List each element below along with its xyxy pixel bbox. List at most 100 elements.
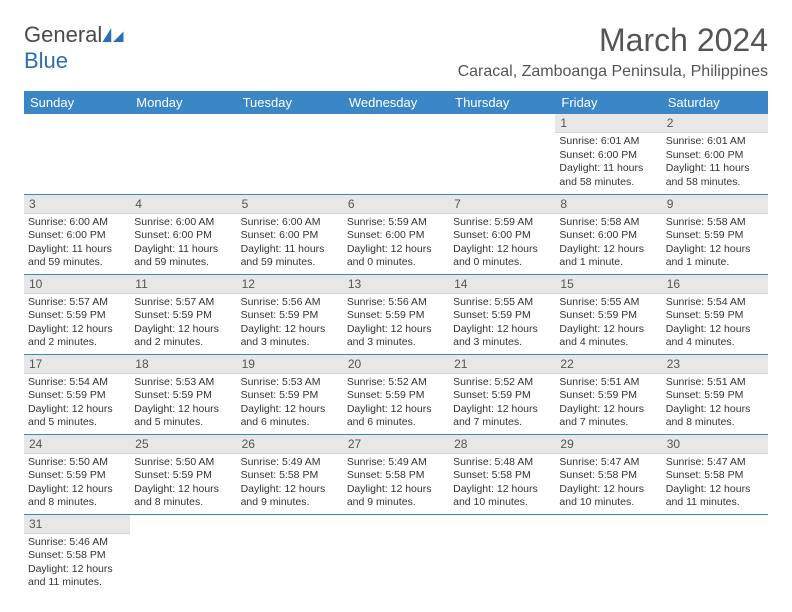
sunset-text: Sunset: 5:59 PM [134,469,232,483]
calendar-day-cell: 6Sunrise: 5:59 AMSunset: 6:00 PMDaylight… [343,194,449,274]
calendar-day-cell: . [24,114,130,194]
day-number: 24 [24,435,130,454]
weekday-header: Tuesday [237,91,343,114]
daylight-text: Daylight: 12 hours and 11 minutes. [666,483,764,510]
sunrise-text: Sunrise: 5:58 AM [666,216,764,230]
sunrise-text: Sunrise: 5:56 AM [347,296,445,310]
sunrise-text: Sunrise: 6:00 AM [241,216,339,230]
calendar-day-cell: 27Sunrise: 5:49 AMSunset: 5:58 PMDayligh… [343,434,449,514]
sunset-text: Sunset: 5:58 PM [241,469,339,483]
sunrise-text: Sunrise: 5:52 AM [347,376,445,390]
sunset-text: Sunset: 5:59 PM [347,389,445,403]
sunset-text: Sunset: 5:59 PM [559,309,657,323]
calendar-day-cell: 7Sunrise: 5:59 AMSunset: 6:00 PMDaylight… [449,194,555,274]
day-number: 13 [343,275,449,294]
sunrise-text: Sunrise: 5:48 AM [453,456,551,470]
day-details: Sunrise: 5:55 AMSunset: 5:59 PMDaylight:… [555,294,661,354]
title-block: March 2024 Caracal, Zamboanga Peninsula,… [458,22,768,81]
sunrise-text: Sunrise: 5:51 AM [666,376,764,390]
day-number: 4 [130,195,236,214]
day-details: Sunrise: 5:56 AMSunset: 5:59 PMDaylight:… [343,294,449,354]
daylight-text: Daylight: 12 hours and 6 minutes. [347,403,445,430]
sunrise-text: Sunrise: 5:53 AM [241,376,339,390]
sunset-text: Sunset: 5:59 PM [453,309,551,323]
sunrise-text: Sunrise: 5:46 AM [28,536,126,550]
sunrise-text: Sunrise: 5:57 AM [28,296,126,310]
day-number: 6 [343,195,449,214]
sunrise-text: Sunrise: 5:58 AM [559,216,657,230]
daylight-text: Daylight: 12 hours and 10 minutes. [559,483,657,510]
day-number: 2 [662,114,768,133]
day-details: Sunrise: 5:56 AMSunset: 5:59 PMDaylight:… [237,294,343,354]
daylight-text: Daylight: 12 hours and 1 minute. [666,243,764,270]
sunset-text: Sunset: 6:00 PM [453,229,551,243]
calendar-day-cell: 30Sunrise: 5:47 AMSunset: 5:58 PMDayligh… [662,434,768,514]
calendar-week-row: 3Sunrise: 6:00 AMSunset: 6:00 PMDaylight… [24,194,768,274]
sunset-text: Sunset: 5:59 PM [134,309,232,323]
calendar-day-cell: . [555,514,661,594]
brand-part2: Blue [24,48,68,73]
sunset-text: Sunset: 5:58 PM [347,469,445,483]
sunset-text: Sunset: 6:00 PM [559,149,657,163]
weekday-header: Thursday [449,91,555,114]
weekday-header-row: SundayMondayTuesdayWednesdayThursdayFrid… [24,91,768,114]
weekday-header: Monday [130,91,236,114]
calendar-day-cell: 10Sunrise: 5:57 AMSunset: 5:59 PMDayligh… [24,274,130,354]
day-number: 16 [662,275,768,294]
daylight-text: Daylight: 11 hours and 59 minutes. [28,243,126,270]
day-details: Sunrise: 5:54 AMSunset: 5:59 PMDaylight:… [662,294,768,354]
calendar-day-cell: 21Sunrise: 5:52 AMSunset: 5:59 PMDayligh… [449,354,555,434]
daylight-text: Daylight: 12 hours and 10 minutes. [453,483,551,510]
sunset-text: Sunset: 5:59 PM [241,389,339,403]
calendar-table: SundayMondayTuesdayWednesdayThursdayFrid… [24,91,768,594]
sunrise-text: Sunrise: 6:00 AM [28,216,126,230]
calendar-day-cell: 15Sunrise: 5:55 AMSunset: 5:59 PMDayligh… [555,274,661,354]
daylight-text: Daylight: 12 hours and 0 minutes. [453,243,551,270]
calendar-day-cell: 4Sunrise: 6:00 AMSunset: 6:00 PMDaylight… [130,194,236,274]
day-details: Sunrise: 5:49 AMSunset: 5:58 PMDaylight:… [343,454,449,514]
title-location: Caracal, Zamboanga Peninsula, Philippine… [458,63,768,81]
daylight-text: Daylight: 11 hours and 59 minutes. [241,243,339,270]
sunrise-text: Sunrise: 5:47 AM [666,456,764,470]
brand-part1: General [24,22,102,47]
daylight-text: Daylight: 12 hours and 8 minutes. [28,483,126,510]
sunrise-text: Sunrise: 6:00 AM [134,216,232,230]
calendar-day-cell: 28Sunrise: 5:48 AMSunset: 5:58 PMDayligh… [449,434,555,514]
day-number: 30 [662,435,768,454]
day-details: Sunrise: 5:53 AMSunset: 5:59 PMDaylight:… [130,374,236,434]
calendar-week-row: 10Sunrise: 5:57 AMSunset: 5:59 PMDayligh… [24,274,768,354]
daylight-text: Daylight: 12 hours and 2 minutes. [28,323,126,350]
sunset-text: Sunset: 5:59 PM [347,309,445,323]
day-number: 29 [555,435,661,454]
sunset-text: Sunset: 6:00 PM [347,229,445,243]
calendar-day-cell: . [130,514,236,594]
sunrise-text: Sunrise: 5:49 AM [347,456,445,470]
calendar-day-cell: 14Sunrise: 5:55 AMSunset: 5:59 PMDayligh… [449,274,555,354]
sunrise-text: Sunrise: 5:56 AM [241,296,339,310]
calendar-day-cell: 9Sunrise: 5:58 AMSunset: 5:59 PMDaylight… [662,194,768,274]
calendar-day-cell: . [343,514,449,594]
day-details: Sunrise: 5:57 AMSunset: 5:59 PMDaylight:… [130,294,236,354]
calendar-day-cell: 1Sunrise: 6:01 AMSunset: 6:00 PMDaylight… [555,114,661,194]
sunrise-text: Sunrise: 5:53 AM [134,376,232,390]
day-details: Sunrise: 5:47 AMSunset: 5:58 PMDaylight:… [662,454,768,514]
day-number: 26 [237,435,343,454]
sunrise-text: Sunrise: 5:57 AM [134,296,232,310]
sunset-text: Sunset: 6:00 PM [666,149,764,163]
day-details: Sunrise: 5:47 AMSunset: 5:58 PMDaylight:… [555,454,661,514]
sunset-text: Sunset: 5:58 PM [453,469,551,483]
day-details: Sunrise: 5:58 AMSunset: 5:59 PMDaylight:… [662,214,768,274]
sunset-text: Sunset: 5:59 PM [28,309,126,323]
daylight-text: Daylight: 12 hours and 5 minutes. [28,403,126,430]
daylight-text: Daylight: 12 hours and 7 minutes. [453,403,551,430]
day-number: 31 [24,515,130,534]
sunrise-text: Sunrise: 6:01 AM [666,135,764,149]
day-number: 3 [24,195,130,214]
sunrise-text: Sunrise: 5:59 AM [453,216,551,230]
day-details: Sunrise: 5:46 AMSunset: 5:58 PMDaylight:… [24,534,130,594]
calendar-day-cell: . [130,114,236,194]
day-details: Sunrise: 5:57 AMSunset: 5:59 PMDaylight:… [24,294,130,354]
weekday-header: Friday [555,91,661,114]
brand-logo: General Blue [24,22,124,74]
calendar-day-cell: . [343,114,449,194]
